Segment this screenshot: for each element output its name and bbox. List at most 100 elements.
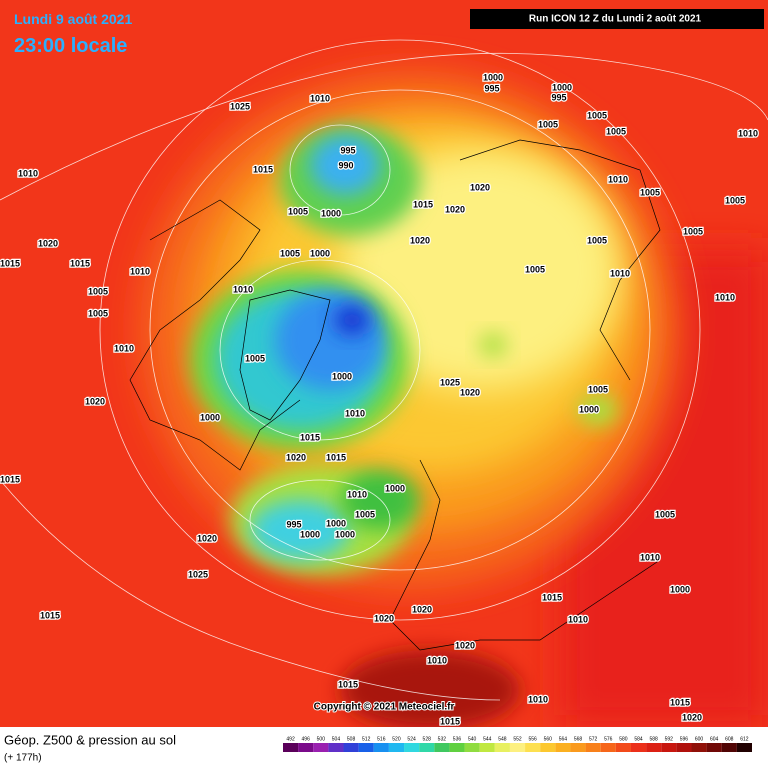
colorbar-label: 544 — [483, 736, 492, 742]
isobar-label: 1020 — [374, 613, 394, 623]
isobar-label: 995 — [484, 83, 499, 93]
colorbar-swatch — [283, 743, 299, 752]
isobar-label: 1015 — [413, 199, 433, 209]
isobar-label: 1010 — [114, 343, 134, 353]
isobar-label: 1000 — [332, 371, 352, 381]
isobar-label: 1005 — [88, 308, 108, 318]
colorbar-swatch — [479, 743, 495, 752]
colorbar-swatch — [313, 743, 329, 752]
isobar-label: 1015 — [253, 164, 273, 174]
colorbar-swatch — [736, 743, 752, 752]
colorbar-label: 560 — [544, 736, 553, 742]
colorbar-swatch — [615, 743, 631, 752]
colorbar-label: 572 — [589, 736, 598, 742]
isobar-label: 1000 — [385, 483, 405, 493]
isobar-label: 1015 — [0, 258, 20, 268]
colorbar-label: 492 — [286, 736, 295, 742]
isobar-label: 995 — [340, 145, 355, 155]
isobar-label: 1015 — [70, 258, 90, 268]
isobar-label: 1010 — [347, 489, 367, 499]
colorbar-swatch — [540, 743, 556, 752]
colorbar-label: 592 — [665, 736, 674, 742]
colorbar-label: 500 — [317, 736, 326, 742]
isobar-label: 1010 — [568, 614, 588, 624]
colorbar-label: 508 — [347, 736, 356, 742]
isobar-label: 1010 — [345, 408, 365, 418]
colorbar-swatch — [691, 743, 707, 752]
colorbar-swatch — [449, 743, 465, 752]
isobar-label: 1005 — [655, 509, 675, 519]
colorbar-swatch — [388, 743, 405, 752]
isobar-label: 1020 — [445, 204, 465, 214]
isobar-label: 1000 — [321, 208, 341, 218]
isobar-label: 1005 — [640, 187, 660, 197]
colorbar-swatch — [373, 743, 389, 752]
isobar-label: 1015 — [338, 679, 358, 689]
colorbar-swatch — [630, 743, 647, 752]
isobar-label: 1010 — [640, 552, 660, 562]
isobar-label: 1005 — [725, 195, 745, 205]
isobar-label: 1010 — [310, 93, 330, 103]
isobar-label: 1005 — [606, 126, 626, 136]
colorbar-label: 536 — [453, 736, 462, 742]
isobar-label: 1010 — [608, 174, 628, 184]
isobar-label: 1005 — [88, 286, 108, 296]
isobar-label: 1015 — [300, 432, 320, 442]
colorbar-swatch — [328, 743, 344, 752]
isobar-label: 1010 — [233, 284, 253, 294]
colorbar-label: 612 — [740, 736, 749, 742]
colorbar-swatch — [600, 743, 616, 752]
isobar-label: 1005 — [280, 248, 300, 258]
colorbar-swatch — [721, 743, 737, 752]
copyright: Copyright © 2021 Meteociel.fr — [314, 702, 455, 713]
isobar-label: 1010 — [427, 655, 447, 665]
isobar-label: 1020 — [410, 235, 430, 245]
isobar-label: 1000 — [335, 529, 355, 539]
isobars — [0, 39, 768, 701]
isobar-label: 1020 — [38, 238, 58, 248]
colorbar-swatch — [676, 743, 692, 752]
isobar-label: 1020 — [470, 182, 490, 192]
isobar-label: 1025 — [230, 101, 250, 111]
isobar-label: 1020 — [85, 396, 105, 406]
colorbar-label: 556 — [528, 736, 537, 742]
isobar-label: 1015 — [326, 452, 346, 462]
colorbar-swatch — [585, 743, 601, 752]
run-box — [470, 9, 764, 29]
isobar-label: 1020 — [455, 640, 475, 650]
isobar-label: 1020 — [286, 452, 306, 462]
colorbar-swatch — [509, 743, 526, 752]
colorbar-label: 496 — [302, 736, 311, 742]
colorbar: 492 496 500 504 508 512 516 520 524 528 532 536 540 5… — [283, 736, 752, 752]
colorbar-label: 540 — [468, 736, 477, 742]
colorbar-label: 600 — [695, 736, 704, 742]
isobar-label: 1005 — [245, 353, 265, 363]
isobar-label: 1000 — [670, 584, 690, 594]
isobar-label: 990 — [338, 160, 353, 170]
isobar-label: 1015 — [440, 716, 460, 726]
colorbar-swatch — [464, 743, 480, 752]
isobar-label: 1025 — [440, 377, 460, 387]
isobar-label: 1010 — [528, 694, 548, 704]
isobar-label: 1000 — [300, 529, 320, 539]
isobar-label: 1005 — [525, 264, 545, 274]
colorbar-swatch — [434, 743, 450, 752]
colorbar-label: 528 — [423, 736, 432, 742]
isobar-label: 1005 — [587, 235, 607, 245]
isobar-label: 1005 — [683, 226, 703, 236]
isobar-label: 1000 — [579, 404, 599, 414]
colorbar-label: 608 — [725, 736, 734, 742]
lead-time: (+ 177h) — [4, 753, 42, 764]
colorbar-label: 584 — [634, 736, 643, 742]
colorbar-swatch — [525, 743, 541, 752]
colorbar-swatch — [419, 743, 435, 752]
isobar-label: 1020 — [412, 604, 432, 614]
isobar-label: 1015 — [542, 592, 562, 602]
isobar-label: 1005 — [538, 119, 558, 129]
isobar-label: 1000 — [310, 248, 330, 258]
product-title: Géop. Z500 & pression au sol — [4, 732, 176, 747]
isobar-label: 1000 — [483, 72, 503, 82]
geopotential-field — [0, 0, 768, 727]
colorbar-swatch — [661, 743, 677, 752]
